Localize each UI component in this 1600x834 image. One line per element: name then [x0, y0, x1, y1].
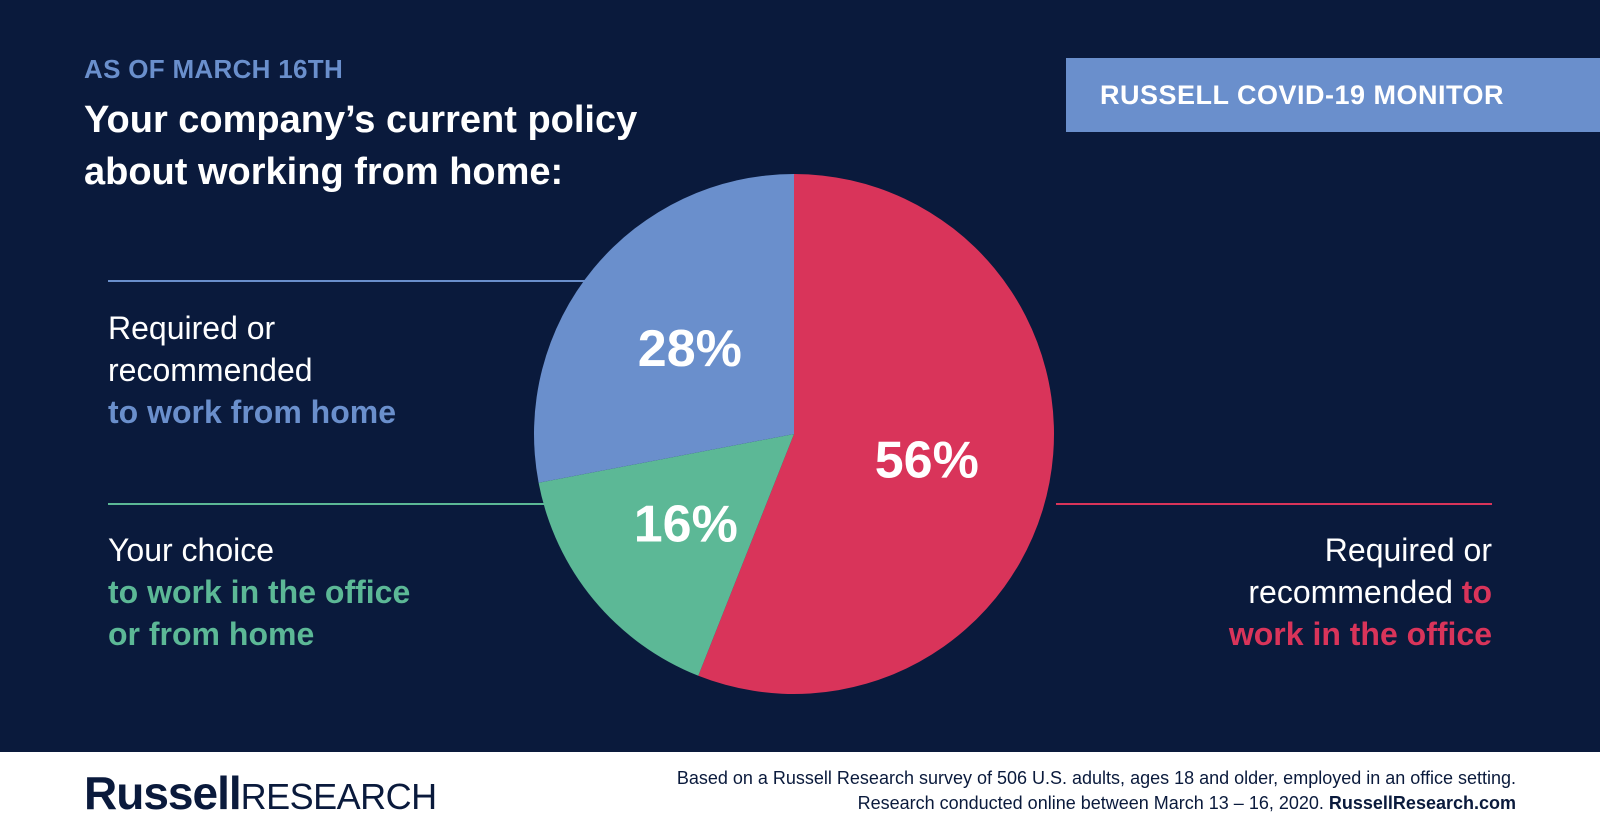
note-line2-prefix: Research conducted online between March …: [857, 793, 1329, 813]
note-line1: Based on a Russell Research survey of 50…: [676, 768, 1516, 788]
office-line2-plain: recommended: [1248, 574, 1462, 610]
choice-line1: Your choice: [108, 532, 275, 568]
wfh-line2: recommended: [108, 352, 313, 388]
brand-light: RESEARCH: [240, 776, 438, 817]
website-link: RussellResearch.com: [1328, 793, 1516, 813]
office-line1: Required or: [1324, 532, 1492, 568]
pie-slice-56: [698, 174, 1054, 694]
office-line2-highlight: to: [1461, 574, 1492, 610]
choice-highlight1: to work in the office: [108, 574, 411, 610]
monitor-badge: RUSSELL COVID-19 MONITOR: [1066, 58, 1600, 132]
survey-note: Based on a Russell Research survey of 50…: [677, 766, 1516, 816]
wfh-rule: [108, 280, 588, 282]
label-work-from-home: Required or recommended to work from hom…: [108, 307, 396, 433]
russell-research-logo: RussellRESEARCH: [84, 766, 437, 820]
choice-rule: [108, 503, 548, 505]
pie-label-16: 16%: [634, 495, 738, 553]
pie-label-28: 28%: [638, 320, 742, 378]
choice-highlight2: or from home: [108, 616, 315, 652]
note-line2: Research conducted online between March …: [677, 791, 1516, 816]
footer: RussellRESEARCH Based on a Russell Resea…: [0, 752, 1600, 834]
pie-slice-28: [533, 174, 794, 483]
office-line2: recommended to: [1229, 571, 1492, 613]
brand-bold: Russell: [84, 767, 242, 819]
office-line3-highlight: work in the office: [1228, 616, 1492, 652]
wfh-line1: Required or: [108, 310, 276, 346]
page-title: Your company’s current policy about work…: [84, 99, 638, 193]
pie-slice-16: [538, 434, 794, 676]
date-kicker: AS OF MARCH 16TH: [84, 54, 344, 84]
office-rule: [1056, 503, 1492, 505]
wfh-highlight: to work from home: [108, 394, 397, 430]
label-work-in-office: Required or recommended to work in the o…: [1229, 529, 1492, 655]
label-your-choice: Your choice to work in the office or fro…: [108, 529, 410, 655]
pie-chart: 56% 16% 28%: [533, 174, 1054, 694]
pie-label-56: 56%: [875, 431, 979, 489]
